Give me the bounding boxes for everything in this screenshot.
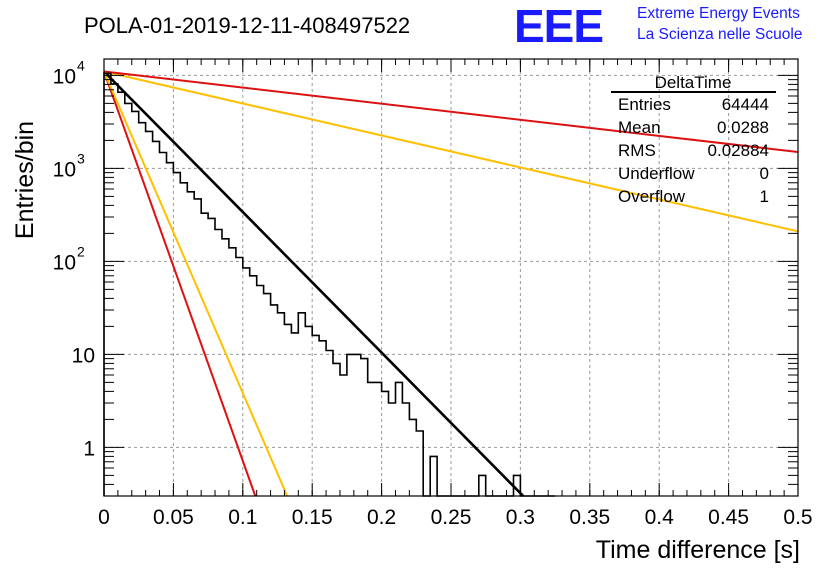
stats-box: DeltaTime Entries 64444 Mean 0.0288 RMS 0.028… [611, 73, 776, 206]
x-tick-label: 0.4 [645, 506, 675, 529]
x-tick-label: 0.25 [431, 506, 472, 529]
stats-row-value: 1 [760, 187, 769, 206]
fit-curve [103, 71, 257, 497]
x-tick-label: 0.3 [506, 506, 535, 529]
y-axis-label: Entries/bin [11, 121, 39, 239]
logo-mark: EEE [514, 0, 603, 52]
x-tick-label: 0.15 [292, 506, 333, 529]
x-tick-label: 0.45 [708, 506, 749, 529]
x-tick-label: 0 [98, 506, 110, 529]
grid-lines [104, 59, 798, 496]
stats-row-label: Entries [618, 95, 671, 114]
x-tick-label: 0.05 [153, 506, 194, 529]
y-tick-exponent: 2 [77, 243, 85, 259]
stats-row-value: 0.0288 [717, 118, 769, 137]
logo-line2: La Scienza nelle Scuole [637, 26, 802, 43]
fit-curve [103, 70, 799, 233]
fit-curve [103, 70, 525, 497]
stats-row-value: 0 [760, 164, 769, 183]
fit-curve [103, 71, 289, 497]
x-tick-label: 0.5 [783, 506, 812, 529]
y-tick-exponent: 3 [77, 150, 85, 166]
x-axis-ticks: 0 0.05 0.1 0.15 0.2 0.25 0.3 0.35 0.4 0.45 0.5 [98, 59, 813, 529]
y-tick-label: 10 2 [53, 243, 85, 274]
x-tick-label: 0.1 [228, 506, 257, 529]
y-tick-label: 10 3 [53, 150, 85, 181]
fit-curves [103, 70, 799, 497]
stats-row-value: 64444 [722, 95, 769, 114]
y-tick-base: 10 [72, 344, 95, 367]
y-tick-exponent: 4 [77, 57, 85, 73]
stats-rows: Entries 64444 Mean 0.0288 RMS 0.02884 Underflo… [618, 95, 769, 206]
eee-logo: EEE Extreme Energy Events La Scienza nel… [514, 0, 802, 52]
fit-curve [103, 70, 799, 153]
stats-row-value: 0.02884 [708, 141, 769, 160]
y-tick-base: 10 [53, 251, 76, 274]
x-axis-label: Time difference [s] [596, 536, 800, 564]
y-tick-label: 10 [72, 344, 95, 367]
stats-row-label: RMS [618, 141, 656, 160]
stats-row-label: Underflow [618, 164, 695, 183]
stats-title: DeltaTime [655, 73, 732, 92]
stats-row-label: Mean [618, 118, 661, 137]
y-tick-base: 10 [53, 65, 76, 88]
histogram-bars [103, 72, 556, 497]
x-tick-label: 0.2 [367, 506, 396, 529]
stats-row-label: Overflow [618, 187, 686, 206]
y-tick-base: 1 [83, 437, 95, 460]
x-tick-label: 0.35 [569, 506, 610, 529]
logo-line1: Extreme Energy Events [637, 5, 800, 22]
chart-title: POLA-01-2019-12-11-408497522 [84, 13, 410, 38]
y-tick-base: 10 [53, 158, 76, 181]
y-tick-label: 1 [83, 437, 95, 460]
y-tick-label: 10 4 [53, 57, 85, 88]
